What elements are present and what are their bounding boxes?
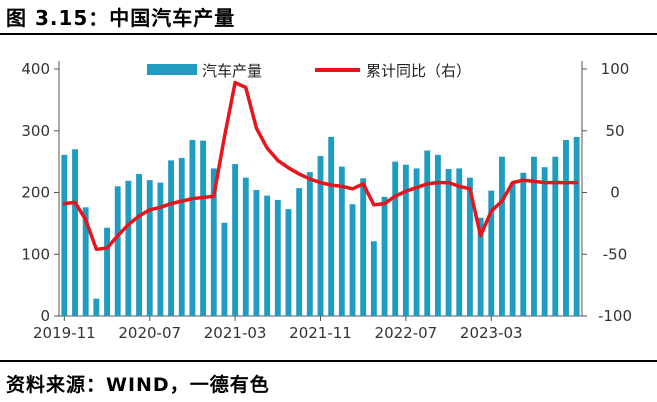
legend-label-bar: 汽车产量 [202, 62, 262, 80]
bar [285, 209, 292, 316]
bar [221, 222, 228, 316]
bar [317, 156, 324, 316]
bar [531, 156, 537, 316]
bar [424, 150, 431, 316]
bar [520, 172, 527, 316]
bar [413, 168, 420, 316]
x-tick-label: 2021-11 [289, 324, 352, 342]
y-left-tick-label: 200 [21, 184, 50, 202]
bar [242, 177, 249, 316]
x-tick-label: 2020-07 [118, 324, 181, 342]
bar [466, 177, 473, 316]
bar [477, 217, 484, 316]
bar [104, 227, 110, 316]
bar [61, 154, 68, 316]
bar [125, 180, 132, 316]
bar [509, 182, 516, 316]
chart: 0 100 200 300 400 -100 -50 0 50 100 2019-11 2020-07… [21, 60, 632, 342]
y-left-tick-label: 400 [21, 60, 50, 78]
bar [232, 164, 239, 316]
x-tick-label: 2023-03 [460, 324, 523, 342]
line-series [62, 80, 579, 252]
bar [82, 207, 89, 316]
x-tick-label: 2021-03 [204, 324, 267, 342]
bar [370, 241, 377, 316]
legend-label-line: 累计同比（右） [366, 62, 471, 80]
bar [274, 199, 281, 316]
bottom-rule [0, 360, 657, 362]
bar [264, 195, 271, 316]
bar [434, 154, 441, 316]
bar [445, 169, 452, 316]
bar [402, 164, 409, 316]
bar [210, 168, 217, 316]
bar [381, 196, 388, 316]
x-tick-label: 2019-11 [33, 324, 96, 342]
bar [328, 136, 335, 316]
bar [563, 140, 569, 316]
bar [200, 140, 207, 316]
bar [488, 190, 495, 316]
chart-title: 图 3.15：中国汽车产量 [6, 6, 236, 30]
y-right-tick-label: -50 [603, 245, 628, 263]
bar [72, 149, 78, 316]
y-left-tick-label: 0 [40, 307, 50, 325]
bar [499, 156, 505, 316]
y-left-tick-label: 100 [21, 245, 50, 263]
bar [296, 188, 303, 316]
bar [114, 186, 121, 316]
bar [338, 166, 345, 316]
bar [168, 160, 175, 316]
bar [157, 182, 164, 316]
y-right-tick-label: -100 [598, 307, 632, 325]
x-tick-label: 2022-07 [375, 324, 438, 342]
bar [392, 161, 399, 317]
bar [541, 167, 548, 316]
legend-swatch-bar [147, 64, 197, 75]
bar [189, 140, 196, 316]
y-right-tick-label: 50 [605, 122, 624, 140]
y-left-tick-label: 300 [21, 122, 50, 140]
y-right-tick-label: 0 [610, 184, 620, 202]
bar [349, 204, 356, 316]
bar [552, 156, 559, 316]
y-right-tick-label: 100 [601, 60, 630, 78]
bar [253, 190, 260, 316]
top-rule [0, 33, 657, 35]
bar [306, 172, 313, 316]
bar [360, 178, 367, 316]
bar [136, 173, 142, 316]
source-note: 资料来源：WIND，一德有色 [6, 374, 270, 396]
bar [456, 168, 463, 316]
bar [93, 298, 100, 316]
bar [178, 157, 185, 316]
bar [573, 136, 580, 316]
bar [146, 180, 153, 316]
